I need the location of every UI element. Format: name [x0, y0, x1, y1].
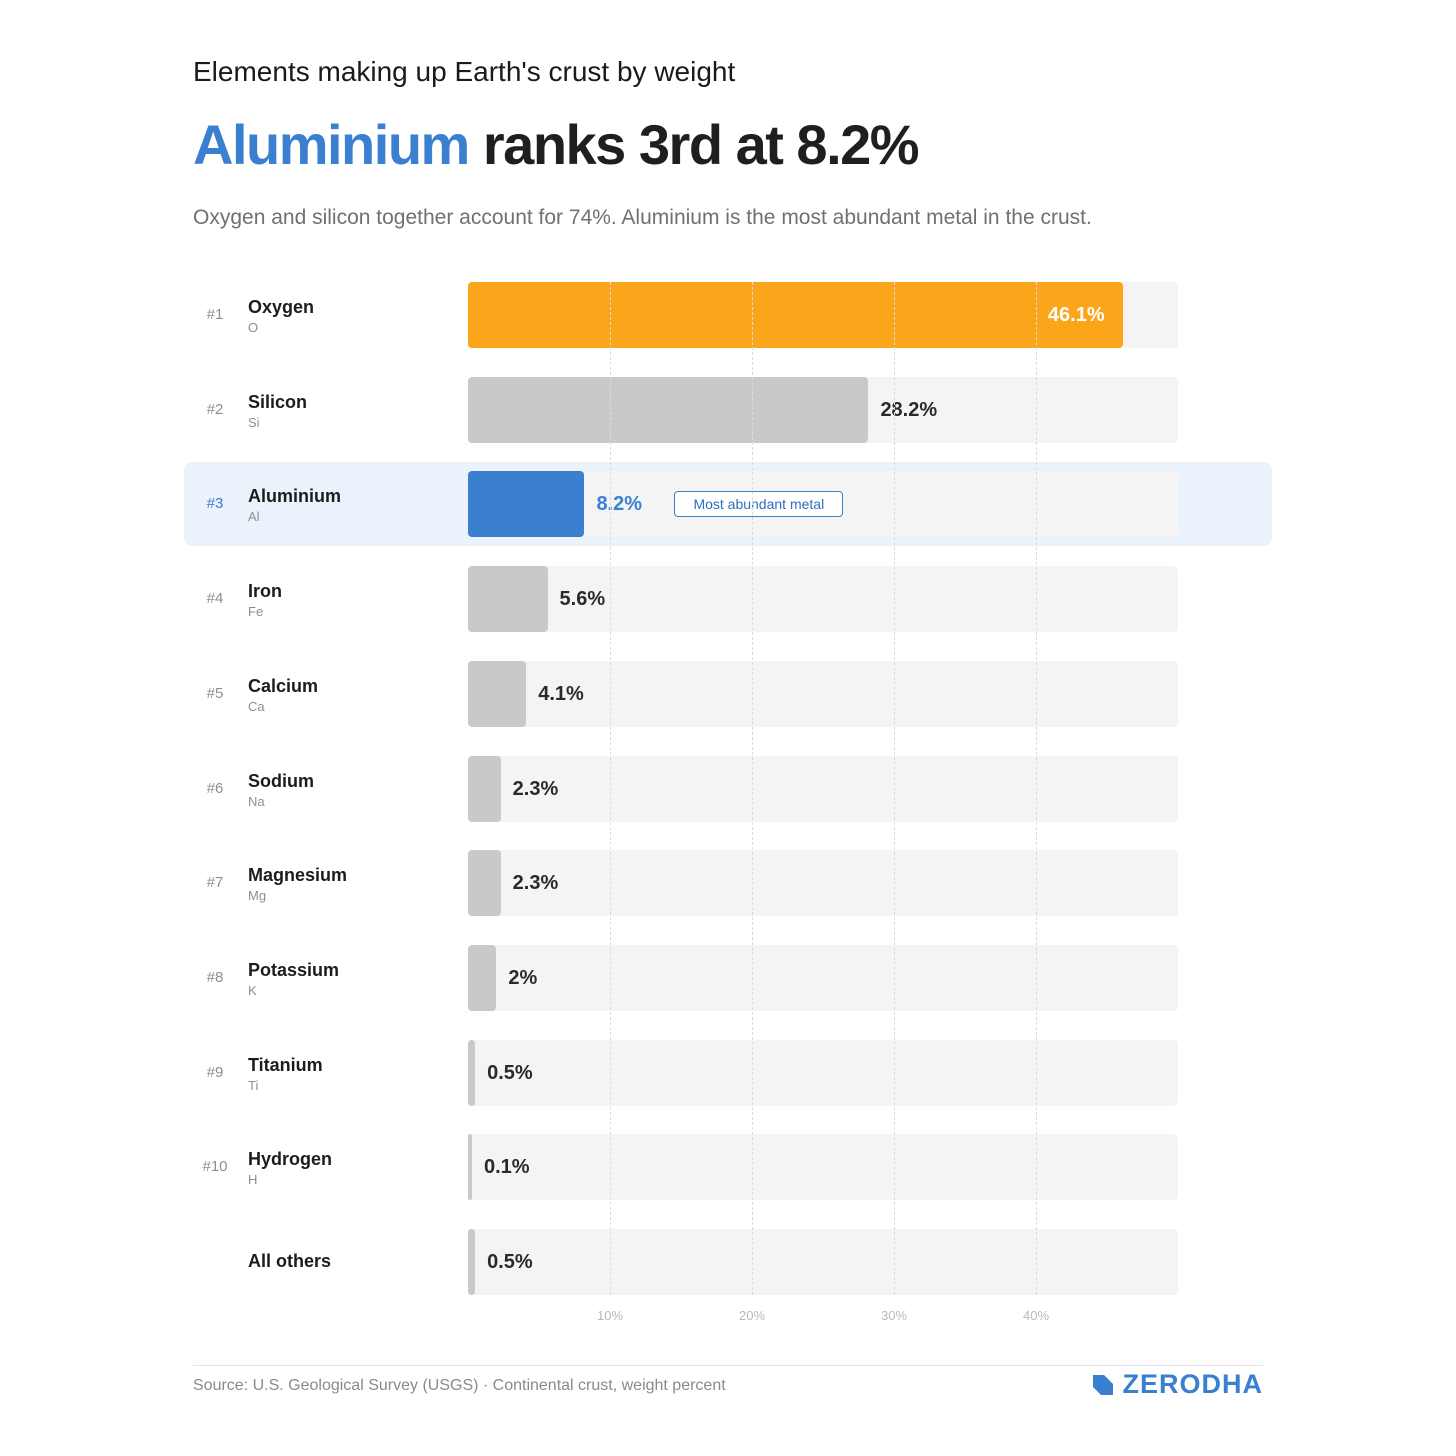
bar-row: #9 Titanium Ti 0.5%: [184, 1039, 1272, 1106]
row-rank: #5: [206, 684, 224, 702]
bar: [468, 850, 501, 917]
bar-row: #6 Sodium Na 2.3%: [184, 755, 1272, 822]
element-name: Iron: [248, 581, 282, 602]
bar-row: #1 Oxygen O 46.1%: [184, 282, 1272, 348]
value-label: 4.1%: [538, 682, 584, 705]
brand-name: ZERODHA: [1122, 1369, 1263, 1399]
x-tick-label: 20%: [738, 1308, 766, 1323]
row-rank: #4: [206, 590, 224, 608]
element-symbol: Fe: [248, 604, 264, 620]
element-name: Oxygen: [248, 297, 315, 317]
bar: [468, 944, 497, 1011]
element-symbol: O: [248, 320, 259, 335]
bar: [468, 1229, 476, 1295]
element-symbol: H: [248, 1172, 258, 1188]
bar-track: [468, 566, 1178, 633]
headline-highlight: Aluminium: [193, 113, 470, 176]
gridline: [752, 282, 753, 1295]
element-name: Aluminium: [248, 486, 341, 507]
bar-row: #10 Hydrogen H 0.1%: [184, 1134, 1272, 1201]
row-rank: #9: [206, 1063, 224, 1081]
gridline: [610, 282, 611, 1295]
footer-divider: [193, 1365, 1263, 1366]
bar: [468, 282, 1123, 348]
bar-row: #5 Calcium Ca 4.1%: [184, 660, 1272, 727]
x-tick-label: 10%: [596, 1308, 624, 1323]
bar-track: [468, 850, 1178, 917]
row-rank: #8: [206, 968, 224, 986]
source-note: Source: U.S. Geological Survey (USGS) · …: [193, 1377, 726, 1394]
element-name: All others: [248, 1251, 332, 1271]
chart-subtitle: Oxygen and silicon together account for …: [193, 206, 1092, 229]
zerodha-logo-icon: [1092, 1374, 1113, 1395]
row-rank: #2: [206, 400, 224, 418]
headline-rest: ranks 3rd at 8.2%: [468, 113, 920, 176]
element-name: Hydrogen: [248, 1149, 333, 1170]
element-name: Silicon: [248, 391, 308, 412]
bar-row: #4 Iron Fe 5.6%: [184, 566, 1272, 633]
x-tick-label: 40%: [1022, 1308, 1050, 1323]
value-label: 0.5%: [487, 1251, 533, 1273]
value-label: 2.3%: [512, 872, 559, 895]
element-symbol: K: [248, 982, 257, 998]
bar: [468, 755, 501, 822]
value-label: 28.2%: [880, 398, 938, 421]
element-name: Calcium: [248, 675, 319, 696]
row-rank: #3: [206, 495, 224, 513]
bar-track: [468, 944, 1178, 1011]
element-symbol: Na: [248, 793, 265, 809]
bar-row: #2 Silicon Si 28.2%: [184, 376, 1272, 443]
bar: [468, 1134, 472, 1201]
bar: [468, 566, 548, 633]
chart-supertitle: Elements making up Earth's crust by weig…: [193, 56, 736, 87]
x-tick-label: 30%: [880, 1308, 908, 1323]
row-rank: #1: [206, 306, 224, 323]
bar: [468, 660, 527, 727]
bar: [468, 1039, 476, 1106]
bar-track: [468, 755, 1178, 822]
element-symbol: Si: [248, 414, 260, 430]
value-label: 8.2%: [596, 493, 643, 516]
bar-row: All others 0.5%: [184, 1229, 1272, 1295]
bar-track: [468, 1039, 1178, 1106]
row-rank: [184, 1229, 246, 1295]
element-name: Sodium: [248, 770, 314, 791]
bar-track: [468, 1229, 1178, 1295]
bar-row: #8 Potassium K 2%: [184, 944, 1272, 1011]
element-symbol: Ca: [248, 698, 265, 714]
value-label: 0.5%: [487, 1061, 533, 1084]
element-name: Magnesium: [248, 865, 348, 886]
element-name: Titanium: [248, 1054, 323, 1075]
value-label: 2.3%: [512, 777, 559, 800]
element-symbol: Al: [248, 509, 260, 525]
bar-row: #7 Magnesium Mg 2.3%: [184, 850, 1272, 917]
bar-row: #3 Aluminium Al 8.2% Most abundant metal: [184, 471, 1272, 538]
row-rank: #7: [206, 874, 224, 892]
bar: [468, 376, 869, 443]
gridline: [1036, 282, 1037, 1295]
bar: [468, 471, 585, 538]
value-label: 5.6%: [559, 588, 606, 611]
element-name: Potassium: [248, 959, 340, 980]
value-label: 46.1%: [1047, 304, 1105, 326]
bar-track: [468, 1134, 1178, 1201]
bar-track: [468, 660, 1178, 727]
brand-logo: ZERODHA: [1091, 1369, 1264, 1400]
row-rank: #6: [206, 779, 224, 797]
element-symbol: Ti: [248, 1077, 259, 1093]
value-label: 2%: [508, 966, 538, 989]
element-symbol: Mg: [248, 888, 267, 904]
row-rank: #10: [202, 1158, 228, 1176]
gridline: [894, 282, 895, 1295]
most-abundant-badge: Most abundant metal: [674, 491, 844, 518]
value-label: 0.1%: [484, 1156, 530, 1179]
chart-headline: Aluminium ranks 3rd at 8.2%: [193, 112, 920, 177]
